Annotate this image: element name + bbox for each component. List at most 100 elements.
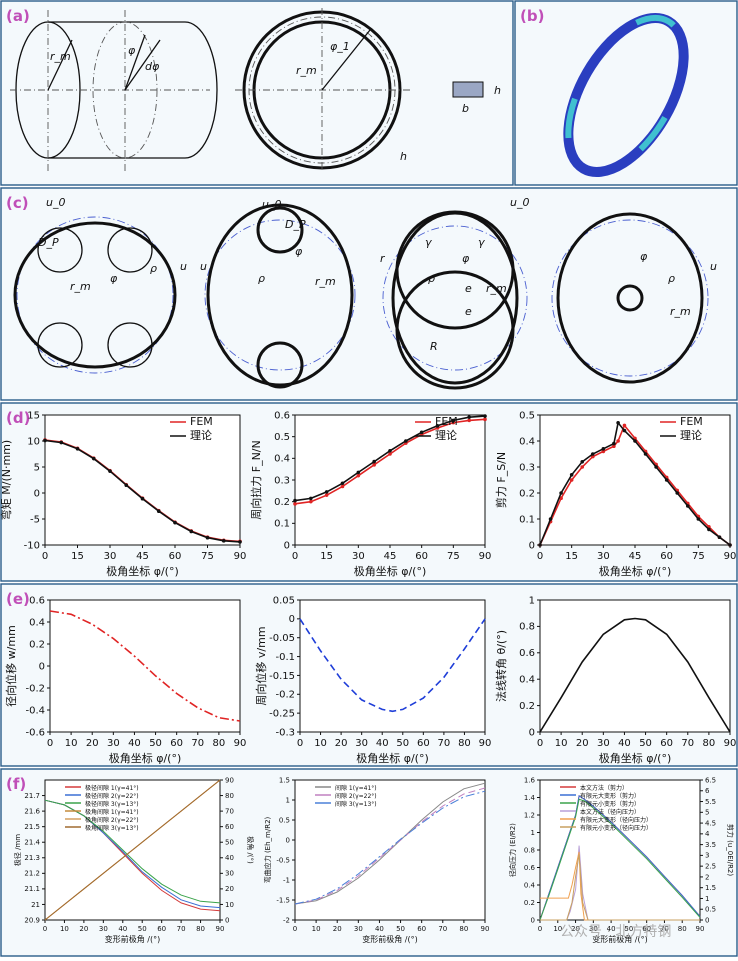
ring-diagram: φ_1 r_m h b h xyxy=(235,8,501,172)
series-line-f3-5 xyxy=(540,854,700,921)
y-tick-label-d2: 0 xyxy=(284,540,290,551)
y-tick-label-f2: -1 xyxy=(283,876,290,884)
data-point-d2-1 xyxy=(388,448,392,453)
angle-line-2 xyxy=(124,39,161,91)
data-point-d1-1 xyxy=(156,509,161,513)
x-axis-label-e3: 极角坐标 φ/(°) xyxy=(599,751,672,765)
config-3-diagram: r γ γ φ ρ e r_m e R u_0 xyxy=(380,196,529,390)
y-tick-label-e2: -0.25 xyxy=(269,708,295,719)
x-tick-label-d1: 0 xyxy=(42,551,48,562)
x-tick-label-e2: 30 xyxy=(355,738,368,749)
label-rm-ring: r_m xyxy=(296,64,317,77)
y-tick-label-d2: 0.2 xyxy=(274,497,290,508)
legend-label-d1-0: FEM xyxy=(190,415,213,428)
data-point-d1-1 xyxy=(59,440,64,445)
x-axis-label-e2: 极角坐标 φ/(°) xyxy=(356,751,429,765)
panel-label-b: (b) xyxy=(520,7,544,25)
y-axis-label-d1: 弯矩 M/(N·mm) xyxy=(0,440,13,520)
y-tick-label-f2: -0.5 xyxy=(276,856,290,864)
data-point-d1-1 xyxy=(91,456,96,461)
x-tick-label-e3: 50 xyxy=(639,738,652,749)
x-tick-label-e3: 40 xyxy=(618,738,631,749)
x-tick-label-f3: 90 xyxy=(696,925,705,933)
data-point-d3-1 xyxy=(633,439,637,443)
x-tick-label-e1: 40 xyxy=(128,738,141,749)
x-tick-label-d2: 60 xyxy=(415,551,428,562)
y-tick-label-e2: 0 xyxy=(289,614,295,625)
y2-tick-label-f3: 6 xyxy=(705,787,710,795)
legend-label-f3-5: 有限元小变形（径向压力） xyxy=(580,824,652,832)
data-point-d3-1 xyxy=(622,428,627,433)
radius-line xyxy=(47,39,73,91)
y2-tick-label-f1: 0 xyxy=(225,916,229,924)
config-4-diagram: φ ρ u r_m xyxy=(551,212,717,384)
x-tick-label-f3: 0 xyxy=(538,925,542,933)
c-label-rm-1: r_m xyxy=(70,280,91,293)
y2-tick-label-f1: 70 xyxy=(225,807,234,815)
y2-tick-label-f3: 4.5 xyxy=(705,819,716,827)
panel-c-frame xyxy=(0,187,738,401)
data-point-d3-1 xyxy=(654,465,658,469)
chart-e1: 0 10 20 30 40 50 60 70 80 90 -0.6 -0.4 -0.2 0 0.2 0.4 0.… xyxy=(4,595,246,765)
data-point-d3-1 xyxy=(696,517,701,521)
legend-label-d2-1: 理论 xyxy=(435,428,457,442)
y-tick-label-d3: 0.3 xyxy=(519,462,535,473)
x-tick-label-d1: 15 xyxy=(71,551,84,562)
data-point-d3-0 xyxy=(612,444,616,449)
y-tick-label-f3: 1.6 xyxy=(524,776,536,784)
c-label-phi-4: φ xyxy=(640,250,648,263)
x-tick-label-d3: 0 xyxy=(537,551,543,562)
x-tick-label-f2: 40 xyxy=(375,925,384,933)
y-tick-label-e3: 0 xyxy=(529,727,535,738)
y-tick-label-e3: 0.8 xyxy=(519,622,535,633)
y-tick-label-f3: 1.2 xyxy=(524,811,535,819)
legend-label-f3-1: 有限元大变形（剪力） xyxy=(580,792,640,800)
chart-e3: 0 10 20 30 40 50 60 70 80 90 0 0.2 0.4 0.6 0.8 1 极角坐标 φ/… xyxy=(494,595,736,765)
x-tick-label-f2: 90 xyxy=(481,925,490,933)
x-tick-label-d1: 30 xyxy=(104,551,117,562)
chart-e2: 0 10 20 30 40 50 60 70 80 90 -0.3 -0.25 -0.2 -0.15 -0.… xyxy=(254,595,491,765)
y-tick-label-d2: 0.6 xyxy=(274,410,290,421)
x-tick-label-f2: 60 xyxy=(417,925,426,933)
y-tick-label-d2: 0.3 xyxy=(274,475,290,486)
x-tick-label-e2: 50 xyxy=(396,738,409,749)
legend-label-f3-3: 本文方法（径向压力） xyxy=(580,808,640,816)
legend-label-f2-1: 间隙 2(γ=22°) xyxy=(335,792,377,800)
data-point-d3-0 xyxy=(580,465,585,469)
y-axis-label-f1: 极径 /mm xyxy=(13,834,22,866)
data-point-d2-0 xyxy=(324,493,329,497)
y-tick-label-f1: 21.7 xyxy=(24,792,40,800)
data-point-d2-0 xyxy=(388,452,392,456)
y-tick-label-f3: 0.4 xyxy=(524,881,536,889)
data-point-d3-1 xyxy=(538,543,542,547)
y-tick-label-d1: 0 xyxy=(34,488,40,499)
c-label-u-1: u xyxy=(180,260,187,273)
y2-tick-label-f3: 3 xyxy=(705,852,709,860)
x-tick-label-f1: 0 xyxy=(43,925,47,933)
data-point-d2-1 xyxy=(451,418,456,423)
x-tick-label-f3: 20 xyxy=(571,925,580,933)
config-1-diagram: u_0 D_P φ ρ u r_m xyxy=(13,196,187,374)
config4-circle xyxy=(551,219,709,377)
series-line-e2-0 xyxy=(299,618,486,713)
legend-label-d3-1: 理论 xyxy=(680,428,702,442)
x-tick-label-f1: 30 xyxy=(99,925,108,933)
data-point-d3-1 xyxy=(643,452,648,456)
panel-label-a: (a) xyxy=(6,7,30,25)
y2-tick-label-f1: 90 xyxy=(225,776,234,784)
c-label-rho-3: ρ xyxy=(428,272,435,285)
data-point-d3-1 xyxy=(548,517,553,521)
plot-area-e2 xyxy=(299,599,486,733)
panel-label-d: (d) xyxy=(6,409,30,427)
chart-d3: 0 15 30 45 60 75 90 0 0.1 0.2 0.3 0.4 0.5 极角坐标 φ/(°) 剪… xyxy=(494,410,736,578)
x-tick-label-e3: 0 xyxy=(537,738,543,749)
x-tick-label-f1: 60 xyxy=(157,925,166,933)
chart-f1: 0 10 20 30 40 50 60 70 80 90 20.9 21 21.1 21.2 21.3 21.… xyxy=(13,776,255,944)
x-tick-label-e2: 10 xyxy=(314,738,327,749)
config-2-diagram: u D_P ρ φ r_m u_0 xyxy=(200,198,356,389)
series-line-f2-1 xyxy=(294,787,486,905)
x-tick-label-e2: 0 xyxy=(297,738,303,749)
x-tick-label-f3: 70 xyxy=(660,925,669,933)
plot-area-e1 xyxy=(49,599,241,733)
